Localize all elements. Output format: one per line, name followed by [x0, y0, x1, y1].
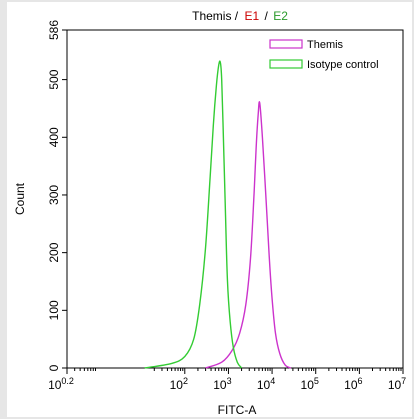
x-tick-label: 105 [301, 376, 319, 392]
y-axis-ticks: 0 100 200 300 400 500 586 [47, 20, 67, 371]
y-tick-label: 200 [47, 242, 61, 262]
y-axis-label: Count [13, 182, 27, 215]
legend-label: Themis [307, 39, 344, 51]
chart-title-part-slash: / [265, 9, 269, 23]
frame-bottom-border [0, 417, 414, 419]
x-tick-label: 107 [388, 376, 406, 392]
chart-title-part-themis: Themis / [192, 9, 239, 23]
series-line-isotype-control [144, 60, 243, 369]
legend: Themis Isotype control [269, 39, 379, 71]
y-tick-label: 586 [47, 20, 61, 40]
series-layer [144, 60, 292, 369]
y-tick-label: 100 [47, 300, 61, 320]
y-tick-label: 500 [47, 69, 61, 89]
legend-swatch [269, 39, 303, 49]
frame-top-border [0, 0, 414, 2]
x-tick-label: 100.2 [48, 376, 74, 392]
chart-title-part-e2: E2 [273, 9, 288, 23]
chart-title: Themis / E1 / E2 [192, 9, 288, 23]
x-tick-label: 106 [344, 376, 362, 392]
legend-label: Isotype control [307, 59, 379, 71]
series-line-themis [205, 101, 292, 369]
frame-left-border [0, 0, 7, 419]
frame-right-border [412, 0, 414, 419]
y-tick-label: 0 [47, 364, 61, 371]
y-tick-label: 300 [47, 185, 61, 205]
y-tick-label: 400 [47, 127, 61, 147]
x-axis-label: FITC-A [218, 403, 257, 417]
plot-frame [66, 29, 404, 369]
chart-title-part-e1: E1 [244, 9, 259, 23]
x-tick-label: 104 [257, 376, 275, 392]
legend-swatch [269, 59, 303, 69]
x-tick-label: 103 [213, 376, 231, 392]
x-axis-ticks: 100.2 102 103 104 105 106 107 [48, 368, 406, 392]
x-tick-label: 102 [170, 376, 188, 392]
